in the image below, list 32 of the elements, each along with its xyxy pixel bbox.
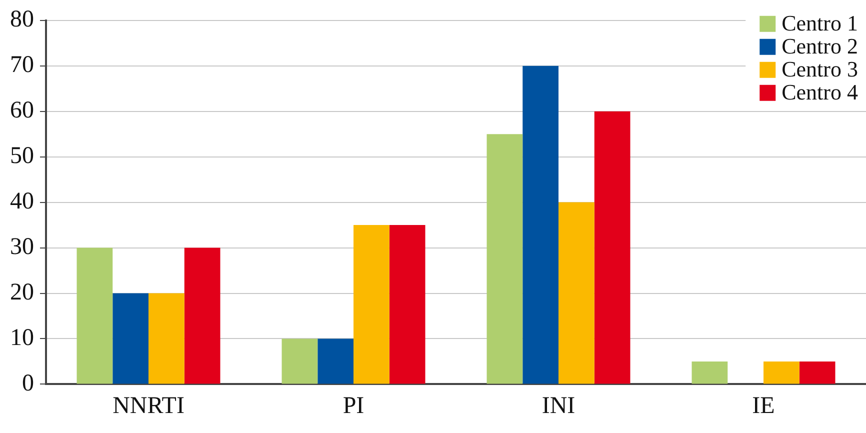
legend-label: Centro 4 bbox=[782, 80, 858, 105]
bar bbox=[76, 248, 113, 384]
bar bbox=[594, 111, 630, 384]
x-tick-label: PI bbox=[342, 392, 364, 419]
legend-label: Centro 2 bbox=[782, 34, 858, 59]
bar bbox=[558, 202, 594, 384]
bar bbox=[764, 361, 800, 384]
y-tick-label: 40 bbox=[10, 188, 34, 215]
legend-label: Centro 3 bbox=[782, 56, 858, 82]
y-tick-label: 60 bbox=[10, 98, 34, 124]
x-tick-label: INI bbox=[542, 392, 576, 419]
bar bbox=[522, 66, 558, 384]
x-tick-label: IE bbox=[752, 392, 775, 419]
bar bbox=[282, 338, 318, 384]
legend-label: Centro 1 bbox=[782, 10, 858, 36]
bar bbox=[148, 293, 184, 384]
y-tick-label: 80 bbox=[10, 6, 34, 33]
bar bbox=[692, 361, 728, 384]
y-tick-label: 70 bbox=[10, 52, 34, 78]
bar bbox=[184, 248, 220, 384]
y-tick-label: 0 bbox=[22, 370, 34, 396]
y-tick-label: 30 bbox=[10, 234, 34, 260]
x-tick-label: NNRTI bbox=[112, 392, 184, 419]
bar bbox=[486, 134, 523, 384]
bar bbox=[112, 293, 148, 384]
y-tick-label: 10 bbox=[10, 325, 34, 352]
bar bbox=[318, 338, 354, 384]
y-tick-label: 50 bbox=[10, 143, 34, 170]
bar bbox=[389, 225, 426, 384]
bar bbox=[799, 361, 836, 384]
bar bbox=[354, 225, 390, 384]
y-tick-label: 20 bbox=[10, 280, 34, 306]
